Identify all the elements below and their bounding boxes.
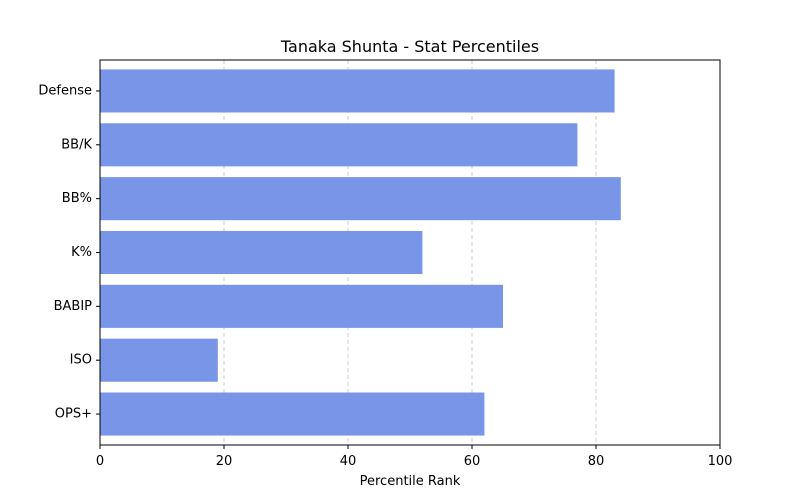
- bars-layer: [100, 69, 621, 436]
- y-axis: Defense BB/K BB% K% BABIP ISO OPS+: [38, 83, 100, 422]
- y-tick-label: OPS+: [55, 407, 92, 422]
- y-tick-label: K%: [71, 245, 92, 260]
- x-tick-label: 100: [708, 454, 733, 469]
- bar: [100, 284, 503, 328]
- bar: [100, 230, 423, 275]
- y-tick-label: ISO: [70, 353, 92, 368]
- x-tick-label: 20: [216, 454, 233, 469]
- bar: [100, 392, 485, 436]
- bar: [100, 177, 621, 221]
- chart-title: Tanaka Shunta - Stat Percentiles: [280, 37, 539, 56]
- y-tick-label: BB%: [62, 191, 92, 206]
- bar: [100, 123, 578, 167]
- x-tick-label: 0: [96, 454, 104, 469]
- y-tick-label: BB/K: [61, 137, 92, 152]
- bar: [100, 69, 615, 113]
- x-tick-label: 60: [464, 454, 481, 469]
- bar: [100, 338, 218, 382]
- y-tick-label: Defense: [38, 83, 92, 98]
- x-axis: 0 20 40 60 80 100: [96, 445, 733, 469]
- x-tick-label: 40: [340, 454, 357, 469]
- x-axis-label: Percentile Rank: [360, 474, 461, 489]
- y-tick-label: BABIP: [54, 299, 93, 314]
- x-tick-label: 80: [588, 454, 605, 469]
